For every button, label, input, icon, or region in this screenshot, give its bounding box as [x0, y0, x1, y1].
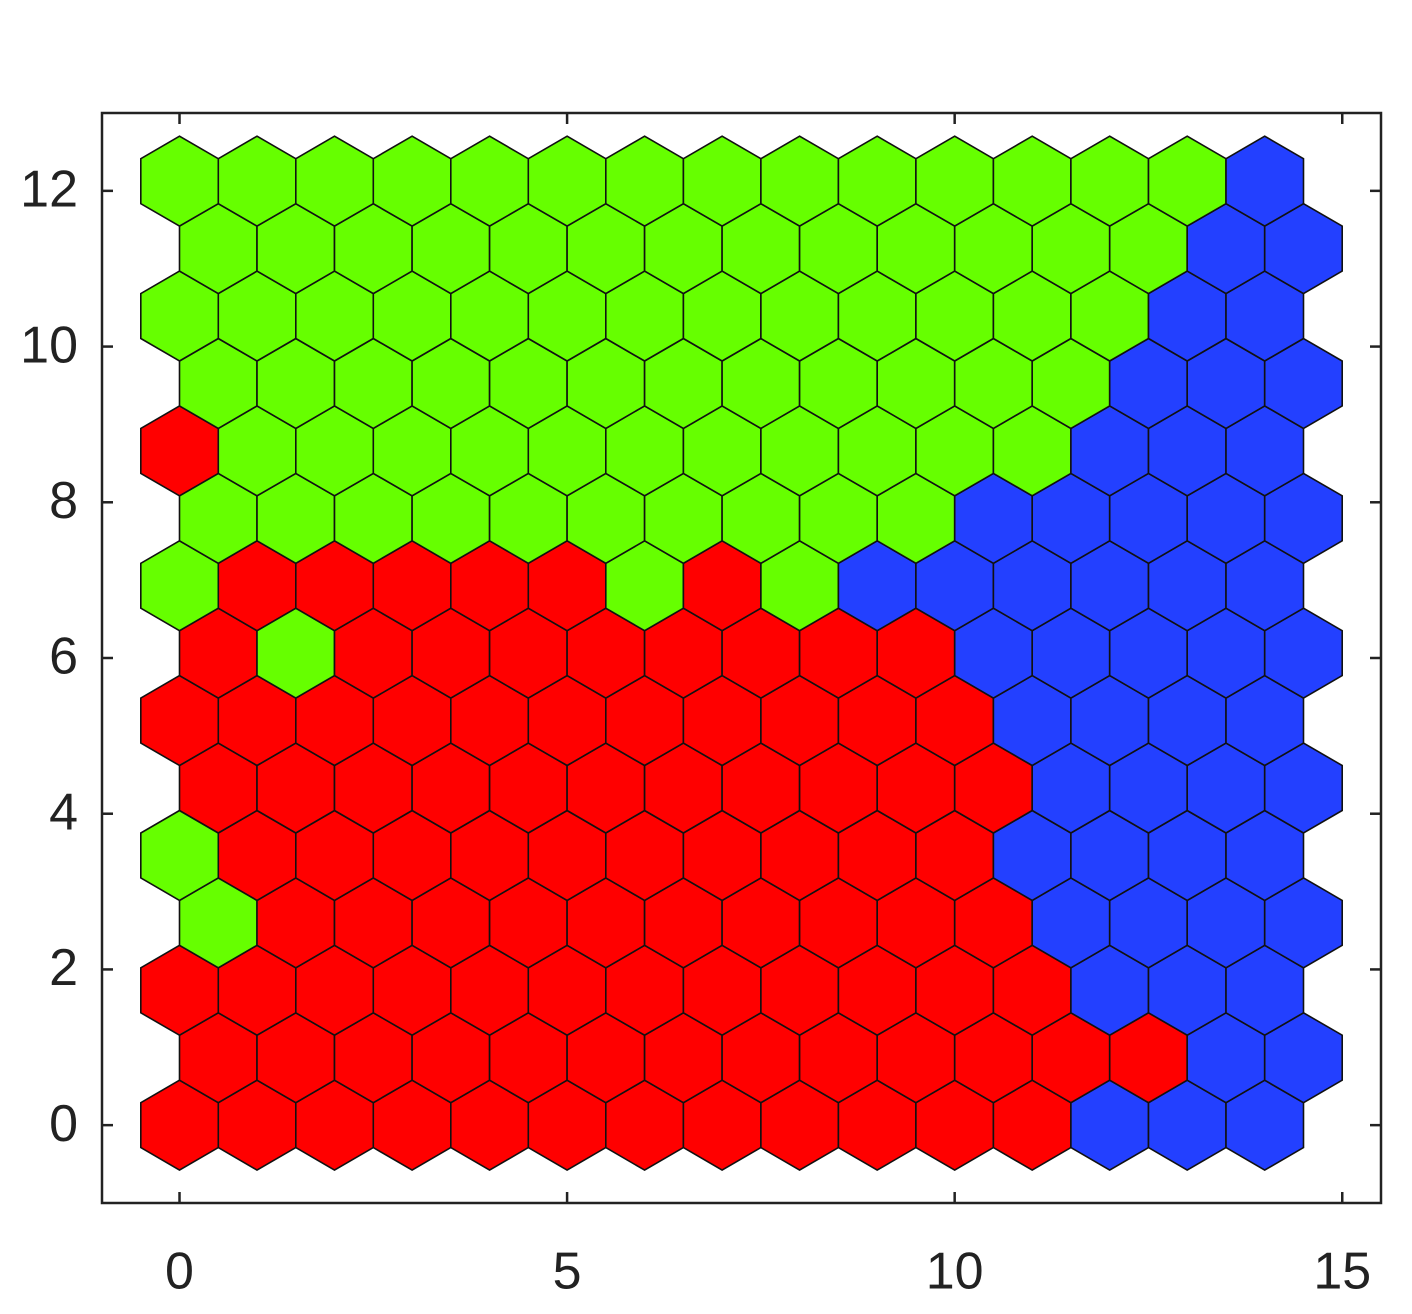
- y-tick-label: 12: [20, 161, 78, 219]
- x-tick-label: 15: [1313, 1243, 1371, 1301]
- y-tick-label: 0: [49, 1095, 78, 1153]
- y-tick-label: 8: [49, 472, 78, 530]
- y-tick-label: 6: [49, 628, 78, 686]
- x-tick-label: 5: [553, 1243, 582, 1301]
- hex-cell: [1225, 135, 1305, 228]
- x-tick-label: 0: [165, 1243, 194, 1301]
- y-tick-label: 2: [49, 939, 78, 997]
- y-tick-label: 10: [20, 316, 78, 374]
- y-tick-label: 4: [49, 783, 78, 841]
- x-tick-label: 10: [926, 1243, 984, 1301]
